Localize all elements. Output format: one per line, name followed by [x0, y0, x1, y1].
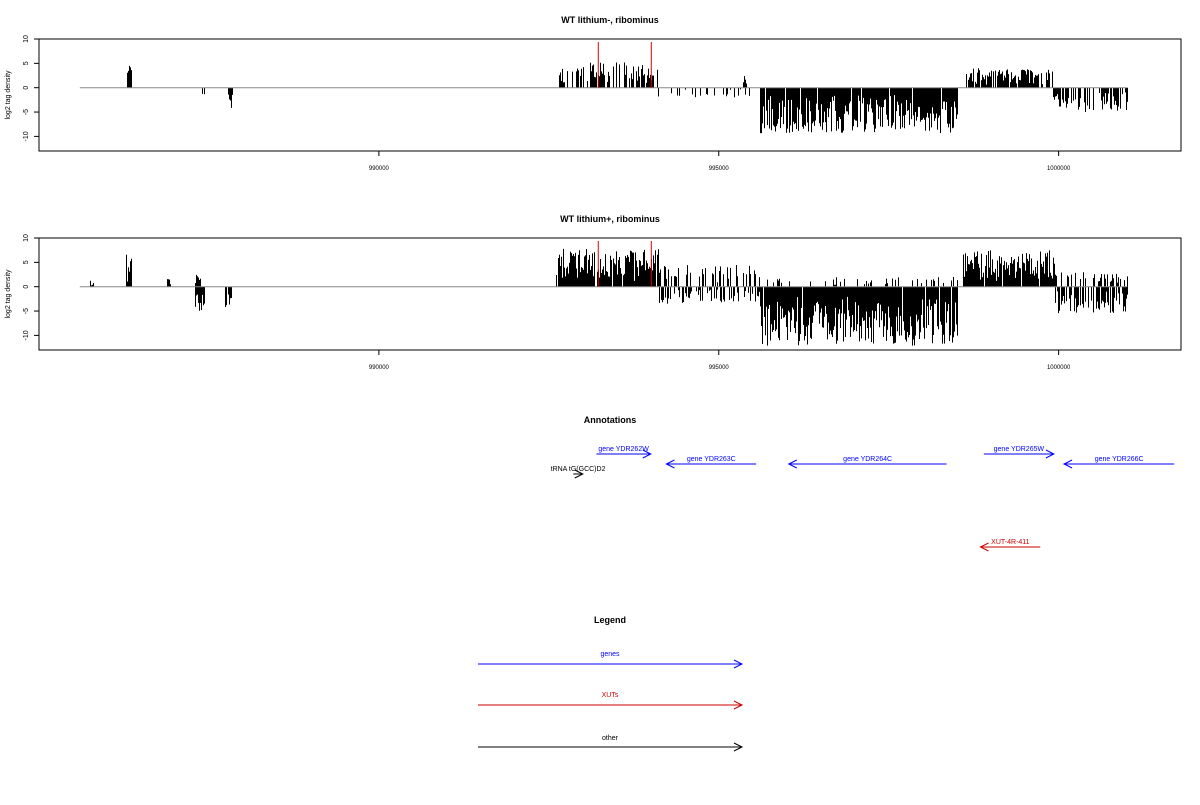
legend-arrow-icon: [478, 659, 744, 669]
feature-gene: gene YDR266C: [1062, 456, 1175, 469]
y-tick-label: 10: [23, 234, 30, 242]
feature-arrow-icon: [979, 542, 1041, 552]
arrow-head: [733, 700, 744, 710]
y-tick-label: 0: [23, 86, 30, 90]
y-tick-label: -5: [23, 109, 30, 115]
legend-label: XUTs: [602, 692, 619, 699]
legend-arrow-icon: [478, 700, 744, 710]
x-tick-label: 990000: [369, 166, 390, 172]
feature-gene: gene YDR262W: [596, 446, 652, 459]
legend-arrow-icon: [478, 742, 744, 752]
plot-frame: [38, 38, 1182, 152]
legend-title: Legend: [594, 615, 626, 625]
arrow-head: [1045, 449, 1056, 459]
x-axis: 990000 995000 1000000: [369, 151, 1071, 172]
legend-item-xuts: XUTs: [478, 692, 744, 710]
feature-gene: gene YDR263C: [665, 456, 757, 469]
x-tick-label: 1000000: [1047, 166, 1071, 172]
y-tick-label: 10: [23, 35, 30, 43]
arrow-head: [787, 459, 798, 469]
arrow-head: [733, 659, 744, 669]
panel-lithium-minus: WT lithium-, ribominus 10 5 0 -5 -10 990…: [5, 15, 1182, 172]
x-tick-label: 995000: [709, 166, 730, 172]
feature-gene: gene YDR265W: [983, 446, 1056, 459]
feature-label: gene YDR266C: [1095, 456, 1144, 463]
feature-label: gene YDR263C: [687, 456, 736, 463]
x-tick-label: 1000000: [1047, 365, 1071, 371]
feature-arrow-icon: [573, 469, 584, 479]
feature-markers: [597, 241, 652, 287]
panel-lithium-plus: WT lithium+, ribominus 10 5 0 -5 -10 990…: [5, 214, 1182, 371]
y-tick-label: -10: [23, 131, 30, 141]
feature-arrow-icon: [983, 449, 1056, 459]
y-tick-label: -10: [23, 330, 30, 340]
arrow-head: [1062, 459, 1073, 469]
y-axis-label: log2 tag density: [5, 269, 12, 319]
y-tick-label: 0: [23, 285, 30, 289]
y-axis-label: log2 tag density: [5, 70, 12, 120]
feature-arrow-icon: [787, 459, 947, 469]
x-tick-label: 990000: [369, 365, 390, 371]
legend-label: other: [602, 735, 619, 742]
x-axis: 990000 995000 1000000: [369, 350, 1071, 371]
feature-label: tRNA tG(GCC)D2: [551, 466, 606, 473]
arrow-head: [574, 469, 584, 479]
y-tick-label: -5: [23, 308, 30, 314]
feature-label: gene YDR262W: [598, 446, 649, 453]
signal-bars: [127, 62, 1128, 134]
panel-title: WT lithium-, ribominus: [561, 15, 659, 25]
feature-label: gene YDR265W: [994, 446, 1045, 453]
feature-arrow-icon: [596, 449, 652, 459]
legend-arrow: [478, 700, 744, 710]
legend-arrow: [478, 742, 744, 752]
plot-frame: [38, 237, 1182, 351]
feature-arrow-icon: [665, 459, 757, 469]
annotations-title: Annotations: [584, 415, 637, 425]
y-axis: 10 5 0 -5 -10: [23, 35, 39, 141]
feature-markers: [597, 42, 652, 88]
legend-arrow: [478, 659, 744, 669]
panel-title: WT lithium+, ribominus: [560, 214, 660, 224]
feature-gene: gene YDR264C: [787, 456, 947, 469]
y-tick-label: 5: [23, 260, 30, 264]
legend-label: genes: [600, 651, 620, 658]
x-tick-label: 995000: [709, 365, 730, 371]
signal-bars: [90, 248, 1128, 346]
legend: Legend genes XUTs other: [478, 615, 744, 752]
arrow-head: [665, 459, 675, 469]
feature-label: gene YDR264C: [843, 456, 892, 463]
feature-XUT: XUT-4R-411: [979, 539, 1041, 552]
feature-other: tRNA tG(GCC)D2: [551, 466, 606, 479]
arrow-head: [733, 742, 744, 752]
arrow-head: [642, 449, 652, 459]
legend-item-other: other: [478, 735, 744, 752]
y-axis: 10 5 0 -5 -10: [23, 234, 39, 340]
feature-arrow-icon: [1062, 459, 1175, 469]
y-tick-label: 5: [23, 61, 30, 65]
feature-label: XUT-4R-411: [991, 539, 1029, 546]
legend-item-genes: genes: [478, 651, 744, 669]
feature-arrows: gene YDR262W gene YDR263C gene YDR264C gene…: [551, 446, 1175, 552]
arrow-head: [979, 542, 989, 552]
